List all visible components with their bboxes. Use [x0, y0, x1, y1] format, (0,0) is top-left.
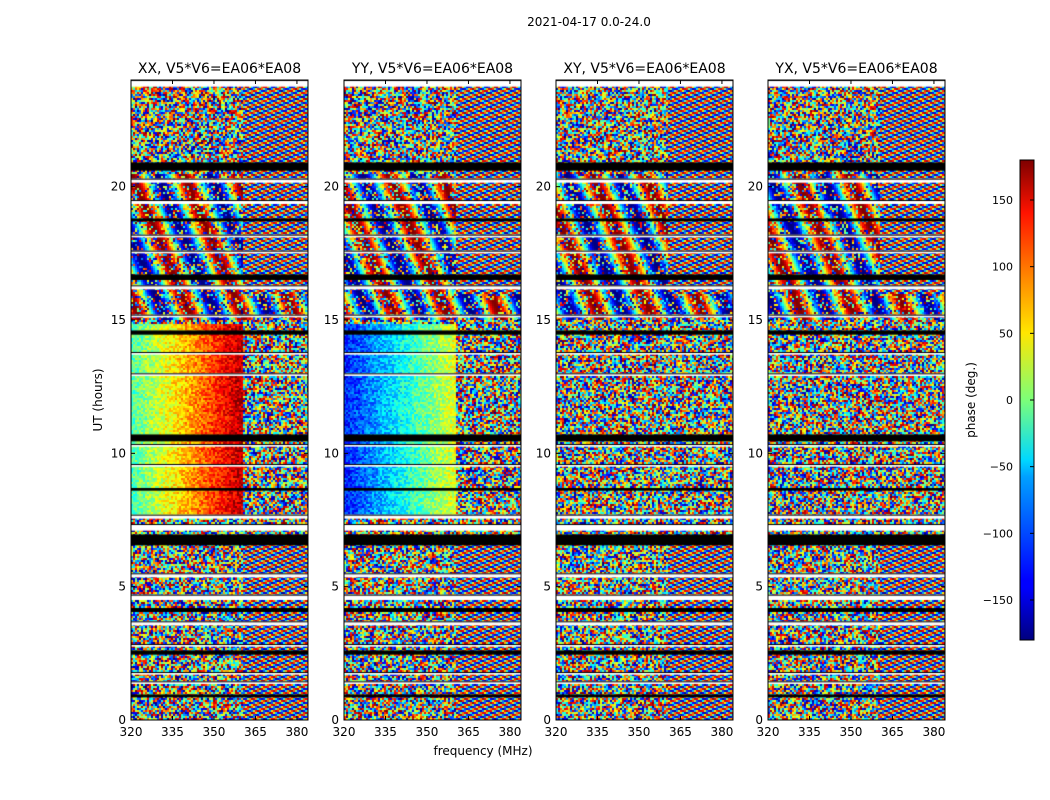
- x-tick-label: 320: [545, 725, 568, 739]
- panel-heatmap-image: [344, 80, 521, 720]
- y-tick-label: 10: [748, 446, 763, 460]
- y-tick-label: 10: [324, 446, 339, 460]
- y-tick-label: 10: [111, 446, 126, 460]
- x-tick-label: 350: [416, 725, 439, 739]
- colorbar-tick-label: −50: [990, 461, 1013, 474]
- panel-heatmap-image: [768, 80, 945, 720]
- x-tick-label: 350: [840, 725, 863, 739]
- panels-group: XX, V5*V6=EA06*EA08 320 335 350 365 380 0 5 10 15…: [111, 61, 946, 739]
- x-tick-label: 335: [161, 725, 184, 739]
- y-tick-label: 5: [543, 580, 551, 594]
- x-tick-label: 380: [285, 725, 308, 739]
- panel-heatmap-image: [131, 80, 308, 720]
- y-tick-label: 20: [111, 180, 126, 194]
- panel-heatmap-image: [556, 80, 733, 720]
- colorbar-label: phase (deg.): [964, 362, 978, 438]
- panel-2: YY, V5*V6=EA06*EA08 320 335 350 365 380 0 5 10 15…: [324, 61, 522, 739]
- y-tick-label: 20: [536, 180, 551, 194]
- y-axis-label: UT (hours): [91, 368, 105, 431]
- y-tick-label: 20: [324, 180, 339, 194]
- y-tick-label: 5: [118, 580, 126, 594]
- x-tick-label: 380: [498, 725, 521, 739]
- panel-frame: [130, 79, 309, 721]
- y-tick-label: 5: [755, 580, 763, 594]
- x-tick-label: 320: [333, 725, 356, 739]
- x-tick-label: 380: [922, 725, 945, 739]
- x-tick-label: 365: [881, 725, 904, 739]
- y-tick-label: 5: [331, 580, 339, 594]
- panel-frame: [343, 79, 522, 721]
- y-tick-label: 10: [536, 446, 551, 460]
- colorbar: 150 100 50 0 −50 −100 −150 phase (deg.): [964, 159, 1035, 641]
- colorbar-tick-label: 100: [992, 261, 1013, 274]
- panel-1: XX, V5*V6=EA06*EA08 320 335 350 365 380 0 5 10 15…: [111, 61, 309, 739]
- y-tick-label: 0: [331, 713, 339, 727]
- panel-title: YY, V5*V6=EA06*EA08: [351, 61, 513, 77]
- colorbar-tick-label: −150: [983, 594, 1013, 607]
- y-tick-label: 20: [748, 180, 763, 194]
- x-tick-label: 365: [457, 725, 480, 739]
- colorbar-tick-label: 150: [992, 194, 1013, 207]
- y-tick-label: 0: [118, 713, 126, 727]
- x-tick-label: 335: [586, 725, 609, 739]
- y-tick-label: 15: [748, 313, 763, 327]
- x-tick-label: 365: [669, 725, 692, 739]
- colorbar-tick-label: −100: [983, 527, 1013, 540]
- x-tick-label: 350: [628, 725, 651, 739]
- y-tick-label: 0: [543, 713, 551, 727]
- x-tick-label: 335: [798, 725, 821, 739]
- x-tick-label: 320: [120, 725, 143, 739]
- colorbar-tick-label: 0: [1006, 394, 1013, 407]
- panel-3: XY, V5*V6=EA06*EA08 320 335 350 365 380 0 5 10 15…: [536, 61, 734, 739]
- y-tick-label: 15: [111, 313, 126, 327]
- panel-frame: [555, 79, 734, 721]
- y-tick-label: 15: [324, 313, 339, 327]
- x-tick-label: 380: [710, 725, 733, 739]
- panel-4: YX, V5*V6=EA06*EA08 320 335 350 365 380 0 5 10 15…: [748, 61, 946, 739]
- x-tick-label: 365: [244, 725, 267, 739]
- colorbar-tick-label: 50: [999, 327, 1013, 340]
- panel-title: XY, V5*V6=EA06*EA08: [563, 61, 725, 77]
- panel-title: XX, V5*V6=EA06*EA08: [138, 61, 301, 77]
- panel-title: YX, V5*V6=EA06*EA08: [774, 61, 937, 77]
- panel-frame: [767, 79, 946, 721]
- figure-suptitle: 2021-04-17 0.0-24.0: [527, 15, 651, 29]
- colorbar-ticks: 150 100 50 0 −50 −100 −150: [983, 194, 1034, 607]
- y-tick-label: 0: [755, 713, 763, 727]
- x-tick-label: 350: [203, 725, 226, 739]
- y-tick-label: 15: [536, 313, 551, 327]
- x-tick-label: 335: [374, 725, 397, 739]
- x-axis-label: frequency (MHz): [433, 744, 532, 758]
- x-tick-label: 320: [757, 725, 780, 739]
